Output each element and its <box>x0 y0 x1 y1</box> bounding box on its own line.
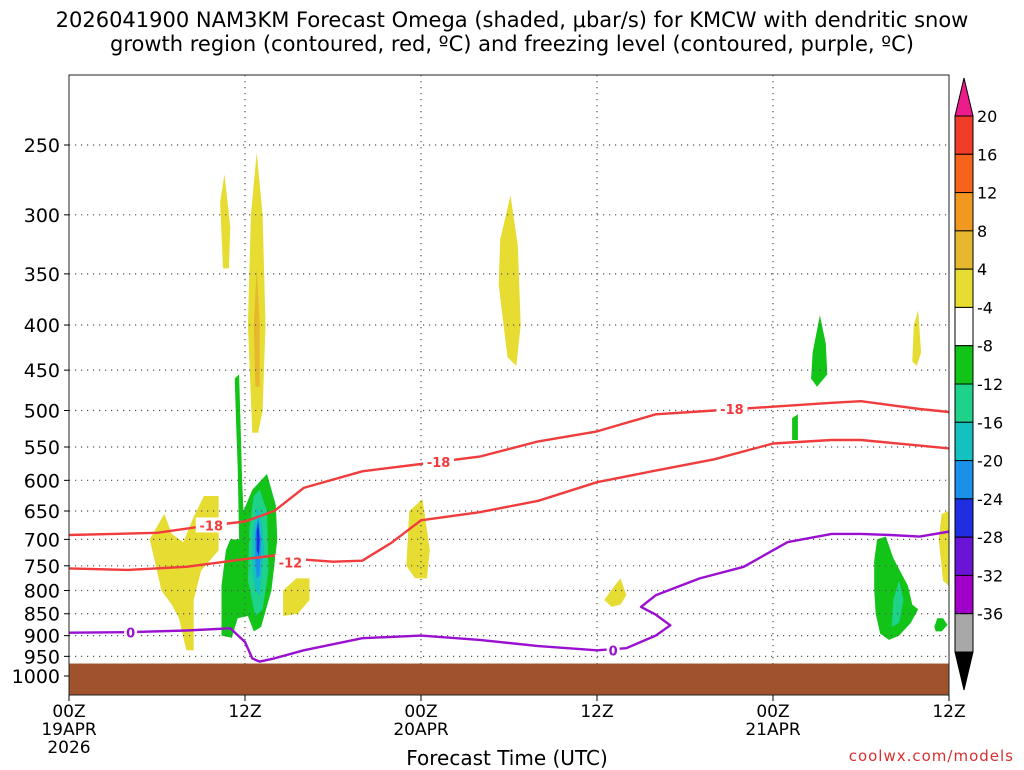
omega-region-9 <box>912 310 922 366</box>
x-tick-label-12: 12Z <box>228 702 261 722</box>
contour-label-bg-4 <box>716 400 748 416</box>
colorbar-band-7 <box>954 345 974 385</box>
y-tick-label-550: 550 <box>24 437 60 459</box>
x-tick-date-24: 20APR <box>393 720 449 740</box>
colorbar-band-5 <box>954 268 974 308</box>
dgz-bottom-contour <box>69 438 949 572</box>
contour-label-bg-5 <box>124 624 138 640</box>
x-axis-title: Forecast Time (UTC) <box>406 746 608 770</box>
colorbar-band-13 <box>954 574 974 615</box>
contour-label-3: -18 <box>427 456 451 471</box>
colorbar-band-12 <box>954 536 974 576</box>
colorbar-label-6: -4 <box>977 298 993 317</box>
omega-region-8 <box>604 578 627 607</box>
contour-label-bg-2 <box>274 554 306 570</box>
y-tick-label-600: 600 <box>24 470 60 492</box>
colorbar-top-triangle <box>954 77 974 117</box>
contour-label-bg-1 <box>195 517 227 533</box>
y-tick-label-450: 450 <box>24 360 60 382</box>
colorbar-label-13: -32 <box>977 566 1003 585</box>
y-tick-label-950: 950 <box>24 646 60 668</box>
colorbar-label-12: -28 <box>977 528 1003 547</box>
y-tick-label-900: 900 <box>24 626 60 648</box>
y-tick-label-500: 500 <box>24 401 60 423</box>
omega-region-17 <box>792 414 798 440</box>
colorbar-label-4: 8 <box>977 222 987 241</box>
omega-region-20 <box>934 618 948 632</box>
x-tick-label-24: 00Z <box>404 702 437 722</box>
omega-region-1 <box>149 496 219 651</box>
y-tick-label-700: 700 <box>24 529 60 551</box>
y-tick-label-850: 850 <box>24 604 60 626</box>
contour-label-2: -12 <box>279 557 303 572</box>
colorbar-band-9 <box>954 421 974 462</box>
colorbar-bottom-triangle <box>954 651 974 691</box>
ground-fill <box>69 663 949 695</box>
colorbar-label-9: -16 <box>977 413 1003 432</box>
x-tick-label-48: 00Z <box>756 702 789 722</box>
y-tick-label-800: 800 <box>24 581 60 603</box>
x-tick-label-60: 12Z <box>932 702 965 722</box>
contour-label-1: -18 <box>200 519 224 534</box>
x-tick-date-48: 21APR <box>745 720 801 740</box>
omega-region-15 <box>256 521 260 556</box>
omega-region-10 <box>938 511 949 586</box>
colorbar-band-8 <box>954 383 974 423</box>
plot-frame <box>68 74 950 696</box>
contour-label-bg-6 <box>606 642 620 658</box>
x-tick-label-36: 12Z <box>580 702 613 722</box>
contour-label-bg-3 <box>423 454 455 470</box>
omega-region-5 <box>283 578 310 616</box>
colorbar-band-6 <box>954 306 974 347</box>
colorbar-band-10 <box>954 460 974 500</box>
colorbar-label-8: -12 <box>977 375 1003 394</box>
colorbar-band-14 <box>954 613 974 653</box>
colorbar: 20 16 12 8 4 -4 -8 -12 -16 -20 -24 -28 -32 -36 <box>954 77 1003 691</box>
chart-title-line-2: growth region (contoured, red, ºC) and f… <box>110 32 914 56</box>
colorbar-band-2 <box>954 153 974 194</box>
colorbar-label-10: -20 <box>977 452 1003 471</box>
grid-lines <box>69 75 949 695</box>
y-tick-label-250: 250 <box>24 135 60 157</box>
colorbar-label-2: 16 <box>977 145 997 164</box>
y-tick-label-1000: 1000 <box>12 666 60 688</box>
y-tick-label-650: 650 <box>24 501 60 523</box>
x-tick-label-0: 00Z <box>52 702 85 722</box>
contour-label-5: 0 <box>126 627 135 642</box>
y-axis-ticks: 2503003504004505005506006507007508008509… <box>12 135 69 688</box>
colorbar-label-3: 12 <box>977 184 997 203</box>
omega-shading <box>149 152 949 651</box>
colorbar-band-3 <box>954 192 974 232</box>
colorbar-label-11: -24 <box>977 490 1003 509</box>
colorbar-band-1 <box>954 115 974 155</box>
omega-region-16 <box>811 315 828 387</box>
contour-labels: -18 -12 -18 -18 0 0 <box>124 400 748 660</box>
colorbar-label-5: 4 <box>977 260 987 279</box>
omega-region-7 <box>498 195 521 366</box>
y-tick-label-400: 400 <box>24 315 60 337</box>
colorbar-label-1: 20 <box>977 107 997 126</box>
colorbar-band-4 <box>954 230 974 270</box>
colorbar-label-14: -36 <box>977 605 1003 624</box>
colorbar-label-7: -8 <box>977 337 993 356</box>
y-tick-label-300: 300 <box>24 205 60 227</box>
omega-region-11 <box>221 374 278 638</box>
site-credit[interactable]: coolwx.com/models <box>848 747 1014 765</box>
x-tick-date-0: 19APR <box>41 720 97 740</box>
colorbar-band-11 <box>954 498 974 538</box>
y-tick-label-750: 750 <box>24 556 60 578</box>
ground <box>69 663 949 695</box>
x-tick-year-0: 2026 <box>47 738 90 758</box>
chart-title-line-1: 2026041900 NAM3KM Forecast Omega (shaded… <box>55 8 969 32</box>
omega-region-4 <box>253 268 260 387</box>
contour-label-4: -18 <box>720 403 744 418</box>
y-tick-label-350: 350 <box>24 264 60 286</box>
omega-region-2 <box>220 174 231 269</box>
contour-label-6: 0 <box>609 645 618 660</box>
omega-region-19 <box>891 580 904 627</box>
